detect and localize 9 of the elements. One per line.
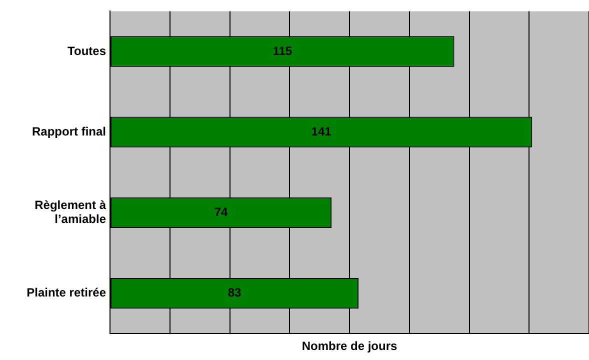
data-label: 83 <box>228 286 242 300</box>
y-tick-label: Règlement à l’amiable <box>34 198 106 226</box>
y-tick-label: Rapport final <box>32 124 106 138</box>
data-label: 74 <box>214 205 228 220</box>
y-tick-label: Plainte retirée <box>26 286 106 300</box>
data-label: 115 <box>272 44 292 58</box>
x-axis-title: Nombre de jours <box>302 339 398 354</box>
y-tick-label: Toutes <box>68 44 106 58</box>
data-label: 141 <box>311 124 332 138</box>
